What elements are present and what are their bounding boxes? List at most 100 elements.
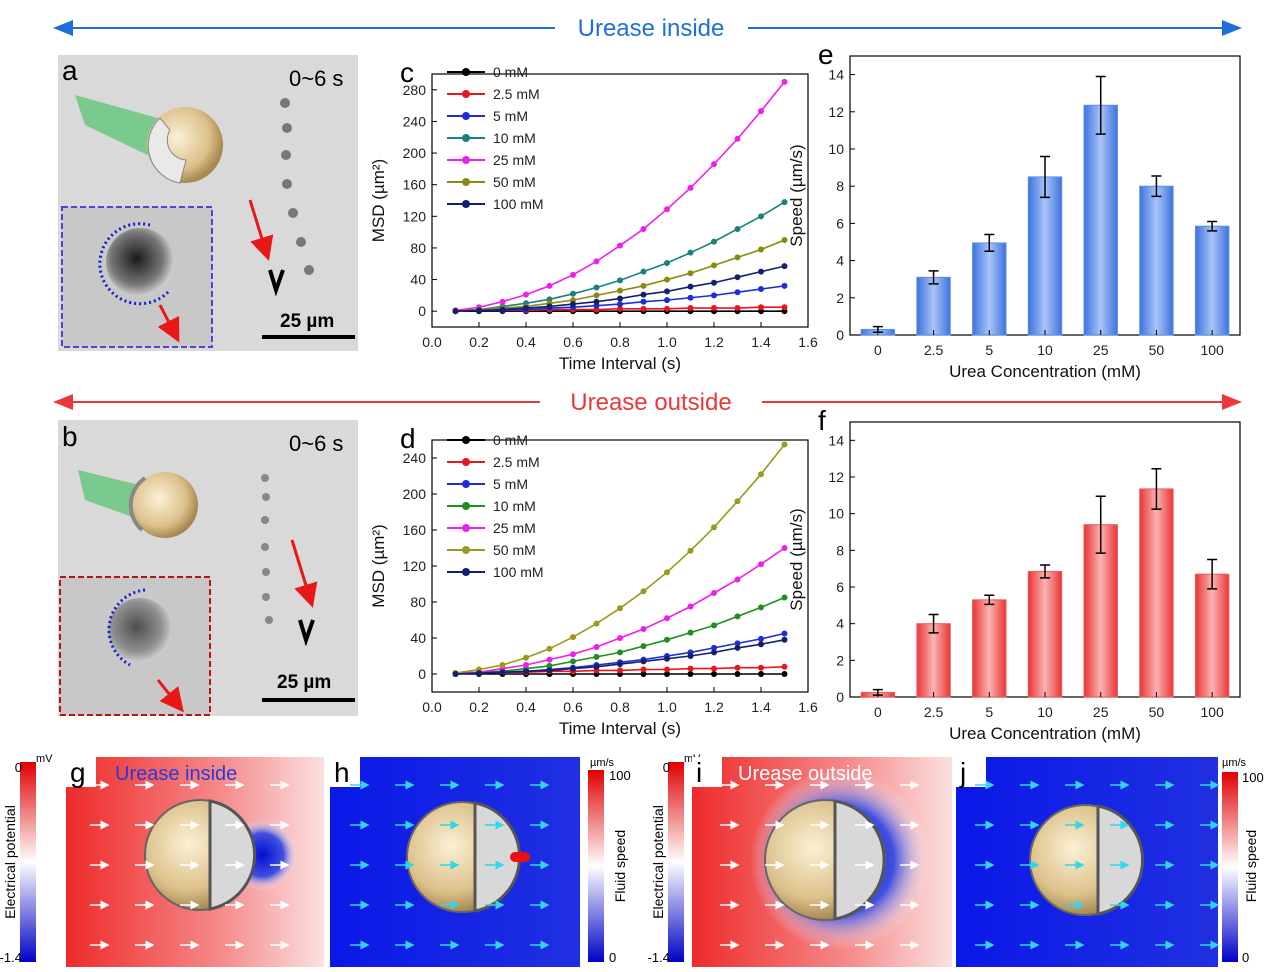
point — [758, 671, 764, 677]
x-tick-label: 0.4 — [516, 699, 536, 715]
jet — [510, 852, 530, 862]
panel-b: 25 µm 0~6 s b — [58, 420, 358, 716]
legend-label: 5 mM — [493, 108, 528, 124]
colorbar — [1222, 772, 1238, 962]
y-tick-label: 14 — [828, 432, 844, 448]
point — [617, 288, 623, 294]
point — [570, 634, 576, 640]
point — [570, 301, 576, 307]
cbar-title: Fluid speed — [612, 830, 628, 902]
bar — [1195, 226, 1228, 335]
y-tick-label: 80 — [410, 240, 426, 256]
point — [641, 588, 647, 594]
point — [664, 260, 670, 266]
point — [688, 548, 694, 554]
point — [617, 243, 623, 249]
x-tick-label: 2.5 — [924, 704, 944, 720]
point — [688, 250, 694, 256]
y-tick-label: 6 — [836, 215, 844, 231]
bar — [1028, 571, 1061, 697]
point — [617, 605, 623, 611]
point — [711, 649, 717, 655]
y-tick-label: 120 — [403, 208, 427, 224]
point — [758, 641, 764, 647]
y-tick-label: 200 — [403, 145, 427, 161]
x-tick-label: 100 — [1200, 704, 1224, 720]
y-tick-label: 240 — [403, 113, 427, 129]
y-tick-label: 40 — [410, 272, 426, 288]
x-tick-label: 0.2 — [469, 334, 489, 350]
legend-label: 25 mM — [493, 152, 536, 168]
point — [664, 637, 670, 643]
x-tick-label: 1.0 — [657, 334, 677, 350]
point — [641, 667, 647, 673]
legend-label: 2.5 mM — [493, 86, 540, 102]
x-tick-label: 50 — [1149, 704, 1165, 720]
point — [782, 79, 788, 85]
x-tick-label: 0.2 — [469, 699, 489, 715]
point — [688, 666, 694, 672]
x-tick-label: 1.2 — [704, 334, 724, 350]
legend-marker — [462, 546, 470, 554]
panel-h: h 100 0 µm/s Fluid speed — [330, 757, 631, 967]
point — [711, 280, 717, 286]
x-tick-label: 2.5 — [924, 342, 944, 358]
panel-letter: b — [62, 421, 78, 452]
point — [594, 664, 600, 670]
legend-label: 50 mM — [493, 542, 536, 558]
point — [735, 254, 741, 260]
x-tick-label: 10 — [1037, 342, 1053, 358]
y-tick-label: 0 — [836, 689, 844, 705]
panel-a: 25 µm 0~6 s a — [58, 55, 358, 351]
legend-label: 0 mM — [493, 64, 528, 80]
point — [641, 626, 647, 632]
cbar-unit: mV — [36, 753, 53, 765]
point — [570, 272, 576, 278]
panel-letter: g — [70, 757, 86, 788]
point — [735, 226, 741, 232]
point — [711, 161, 717, 167]
legend-marker — [462, 178, 470, 186]
y-tick-label: 80 — [410, 594, 426, 610]
point — [711, 590, 717, 596]
legend-label: 5 mM — [493, 476, 528, 492]
legend-marker — [462, 134, 470, 142]
colorbar — [20, 762, 36, 962]
scale-label: 25 µm — [280, 311, 334, 332]
point — [570, 651, 576, 657]
cbar-min: 0 — [1242, 950, 1249, 965]
x-tick-label: 1.0 — [657, 699, 677, 715]
x-axis-label: Urea Concentration (mM) — [949, 362, 1141, 381]
point — [735, 613, 741, 619]
point — [523, 305, 529, 311]
point — [782, 263, 788, 269]
x-tick-label: 0.4 — [516, 334, 536, 350]
panel-letter: j — [959, 757, 966, 788]
y-axis-label: MSD (µm²) — [369, 524, 388, 607]
point — [688, 630, 694, 636]
point — [664, 667, 670, 673]
header: Urease inside — [578, 15, 725, 42]
x-tick-label: 5 — [985, 342, 993, 358]
point — [500, 307, 506, 313]
bar — [1140, 489, 1173, 697]
point — [664, 569, 670, 575]
point — [523, 655, 529, 661]
bar — [973, 243, 1006, 335]
point — [735, 671, 741, 677]
particle-image — [108, 598, 172, 662]
y-tick-label: 10 — [828, 506, 844, 522]
point — [735, 665, 741, 671]
point — [594, 621, 600, 627]
x-tick-label: 25 — [1093, 704, 1109, 720]
x-axis-label: Urea Concentration (mM) — [949, 724, 1141, 743]
x-tick-label: 0.6 — [563, 699, 583, 715]
cbar-min: -1.4 — [0, 950, 22, 965]
legend-marker — [462, 436, 470, 444]
point — [688, 284, 694, 290]
point — [782, 671, 788, 677]
point — [664, 306, 670, 312]
x-tick-label: 10 — [1037, 704, 1053, 720]
bar — [973, 600, 1006, 697]
y-tick-label: 120 — [403, 558, 427, 574]
